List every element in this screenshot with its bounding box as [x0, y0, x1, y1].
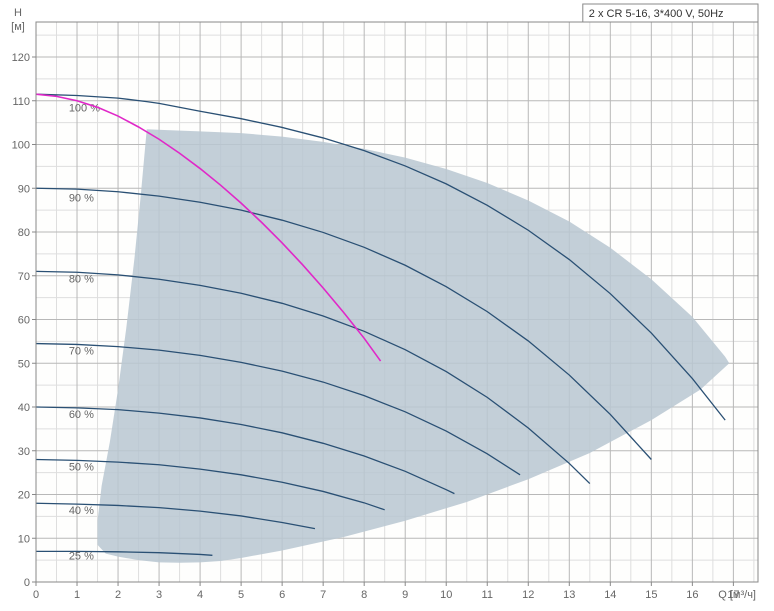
svg-text:100: 100 [12, 140, 30, 152]
curve-label: 90 % [69, 192, 94, 204]
svg-text:13: 13 [563, 589, 575, 601]
svg-text:7: 7 [320, 589, 326, 601]
svg-text:15: 15 [645, 589, 657, 601]
curve-label: 50 % [69, 461, 94, 473]
chart-svg: 100 %90 %80 %70 %60 %50 %40 %25 %0123456… [0, 0, 774, 611]
svg-text:30: 30 [18, 446, 30, 458]
curve-label: 60 % [69, 409, 94, 421]
svg-text:4: 4 [197, 589, 203, 601]
svg-text:1: 1 [74, 589, 80, 601]
svg-text:70: 70 [18, 271, 30, 283]
curve-label: 70 % [69, 346, 94, 358]
svg-text:90: 90 [18, 183, 30, 195]
svg-text:9: 9 [402, 589, 408, 601]
svg-text:8: 8 [361, 589, 367, 601]
svg-text:0: 0 [33, 589, 39, 601]
svg-text:60: 60 [18, 315, 30, 327]
pump-curve-chart: 100 %90 %80 %70 %60 %50 %40 %25 %0123456… [0, 0, 774, 611]
svg-text:3: 3 [156, 589, 162, 601]
curve-label: 80 % [69, 273, 94, 285]
svg-text:10: 10 [18, 533, 30, 545]
y-axis-unit: [м] [11, 21, 25, 33]
svg-text:120: 120 [12, 52, 30, 64]
svg-text:80: 80 [18, 227, 30, 239]
svg-text:20: 20 [18, 490, 30, 502]
svg-text:50: 50 [18, 358, 30, 370]
svg-text:12: 12 [522, 589, 534, 601]
curve-label: 100 % [69, 103, 100, 115]
svg-text:2: 2 [115, 589, 121, 601]
chart-title: 2 x CR 5-16, 3*400 V, 50Hz [589, 8, 724, 20]
curve-label: 25 % [69, 550, 94, 562]
svg-text:14: 14 [604, 589, 616, 601]
svg-text:16: 16 [686, 589, 698, 601]
svg-text:110: 110 [12, 96, 30, 108]
svg-text:10: 10 [440, 589, 452, 601]
svg-text:11: 11 [482, 589, 493, 601]
curve-label: 40 % [69, 505, 94, 517]
x-axis-label: Q [м³/ч] [718, 589, 756, 601]
svg-text:0: 0 [24, 577, 30, 589]
svg-text:5: 5 [238, 589, 244, 601]
svg-text:40: 40 [18, 402, 30, 414]
y-axis-label: H [14, 7, 22, 19]
svg-text:6: 6 [279, 589, 285, 601]
